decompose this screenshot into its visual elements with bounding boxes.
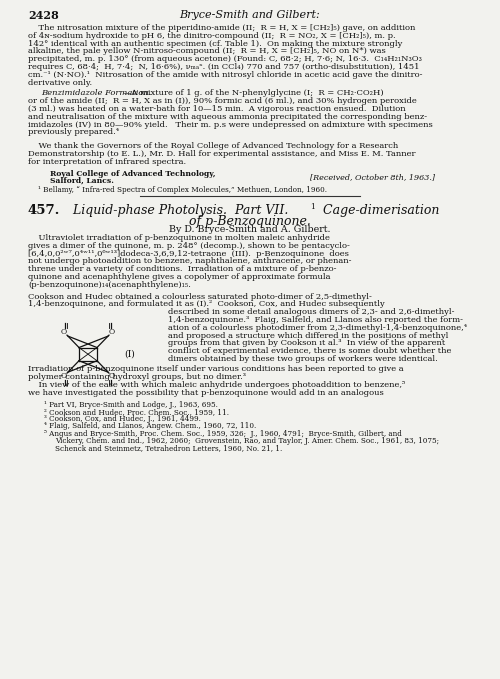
Text: precipitated, m. p. 130° (from aqueous acetone) (Found: C, 68·2; H, 7·6; N, 16·3: precipitated, m. p. 130° (from aqueous a… [28, 55, 422, 63]
Text: 1,4-benzoquinone.³  Flaig, Salfeld, and Llanos also reported the form-: 1,4-benzoquinone.³ Flaig, Salfeld, and L… [168, 316, 463, 324]
Text: O: O [61, 328, 67, 336]
Text: or of the amide (II;  R = H, X as in (I)), 90% formic acid (6 ml.), and 30% hydr: or of the amide (II; R = H, X as in (I))… [28, 97, 417, 105]
Text: O: O [109, 328, 115, 336]
Text: ³ Cookson, Cox, and Hudec, J., 1961, 4499.: ³ Cookson, Cox, and Hudec, J., 1961, 449… [44, 416, 201, 423]
Text: ⁵ Angus and Bryce-Smith, Proc. Chem. Soc., 1959, 326;  J., 1960, 4791;  Bryce-Sm: ⁵ Angus and Bryce-Smith, Proc. Chem. Soc… [44, 430, 402, 438]
Text: Liquid-phase Photolysis.  Part VII.: Liquid-phase Photolysis. Part VII. [65, 204, 288, 217]
Text: By D. Bryce-Smith and A. Gilbert.: By D. Bryce-Smith and A. Gilbert. [169, 225, 331, 234]
Text: In view of the ease with which maleic anhydride undergoes photoaddition to benze: In view of the ease with which maleic an… [28, 382, 405, 389]
Text: quinone and acenaphthylene gives a copolymer of approximate formula: quinone and acenaphthylene gives a copol… [28, 273, 330, 281]
Text: Salford, Lancs.: Salford, Lancs. [50, 177, 114, 184]
Text: [Received, October 8th, 1963.]: [Received, October 8th, 1963.] [310, 172, 435, 181]
Text: previously prepared.⁴: previously prepared.⁴ [28, 128, 119, 136]
Text: 1: 1 [310, 204, 315, 211]
Text: we have investigated the possibility that p-benzoquinone would add in an analogo: we have investigated the possibility tha… [28, 389, 384, 397]
Text: not undergo photoaddition to benzene, naphthalene, anthracene, or phenan-: not undergo photoaddition to benzene, na… [28, 257, 351, 265]
Text: conflict of experimental evidence, there is some doubt whether the: conflict of experimental evidence, there… [168, 347, 452, 355]
Text: ation of a colourless photodimer from 2,3-dimethyl-1,4-benzoquinone,⁴: ation of a colourless photodimer from 2,… [168, 324, 467, 332]
Text: threne under a variety of conditions.  Irradiation of a mixture of p-benzo-: threne under a variety of conditions. Ir… [28, 265, 336, 273]
Text: 457.: 457. [28, 204, 60, 217]
Text: Cookson and Hudec obtained a colourless saturated photo-dimer of 2,5-dimethyl-: Cookson and Hudec obtained a colourless … [28, 293, 372, 301]
Text: Bryce-Smith and Gilbert:: Bryce-Smith and Gilbert: [180, 10, 320, 20]
Text: Schenck and Steinmetz, Tetrahedron Letters, 1960, No. 21, 1.: Schenck and Steinmetz, Tetrahedron Lette… [55, 444, 282, 452]
Text: ¹ Part VI, Bryce-Smith and Lodge, J., 1963, 695.: ¹ Part VI, Bryce-Smith and Lodge, J., 19… [44, 401, 218, 409]
Text: (p-benzoquinone)₁₄(acenaphthylene)₁₅.: (p-benzoquinone)₁₄(acenaphthylene)₁₅. [28, 280, 191, 289]
Text: described in some detail analogous dimers of 2,3- and 2,6-dimethyl-: described in some detail analogous dimer… [168, 308, 454, 316]
Text: 2428: 2428 [28, 10, 59, 21]
Text: Benzimidazole Formation.: Benzimidazole Formation. [41, 90, 152, 97]
Text: groups from that given by Cookson ıt al.³  In view of the apparent: groups from that given by Cookson ıt al.… [168, 340, 445, 348]
Text: gives a dimer of the quinone, m. p. 248° (decomp.), shown to be pentacyclo-: gives a dimer of the quinone, m. p. 248°… [28, 242, 350, 250]
Text: of 4ɴ-sodium hydroxide to pH 6, the dinitro-compound (II;  R = NO₂, X = [CH₂]₅),: of 4ɴ-sodium hydroxide to pH 6, the dini… [28, 32, 396, 40]
Text: 1,4-benzoquinone, and formulated it as (I).²  Cookson, Cox, and Hudec subsequent: 1,4-benzoquinone, and formulated it as (… [28, 300, 385, 308]
Text: —A mixture of 1 g. of the N-phenylglycine (I;  R = CH₂·CO₂H): —A mixture of 1 g. of the N-phenylglycin… [123, 90, 384, 97]
Text: imidazoles (IV) in 80—90% yield.   Their m. p.s were undepressed on admixture wi: imidazoles (IV) in 80—90% yield. Their m… [28, 121, 433, 128]
Text: Royal College of Advanced Technology,: Royal College of Advanced Technology, [50, 170, 215, 178]
Text: dimers obtained by these two groups of workers were identical.: dimers obtained by these two groups of w… [168, 355, 438, 363]
Text: ¹ Bellamy, “ Infra-red Spectra of Complex Molecules,” Methuen, London, 1960.: ¹ Bellamy, “ Infra-red Spectra of Comple… [38, 185, 327, 194]
Text: Cage-dimerisation: Cage-dimerisation [315, 204, 440, 217]
Text: and neutralisation of the mixture with aqueous ammonia precipitated the correspo: and neutralisation of the mixture with a… [28, 113, 427, 121]
Text: ² Cookson and Hudec, Proc. Chem. Soc., 1959, 11.: ² Cookson and Hudec, Proc. Chem. Soc., 1… [44, 408, 229, 416]
Text: (I): (I) [124, 350, 135, 359]
Text: (3 ml.) was heated on a water-bath for 10—15 min.  A vigorous reaction ensued.  : (3 ml.) was heated on a water-bath for 1… [28, 105, 406, 113]
Text: derivative only.: derivative only. [28, 79, 92, 87]
Text: Ultraviolet irradiation of p-benzoquinone in molten maleic anhydride: Ultraviolet irradiation of p-benzoquinon… [28, 234, 330, 242]
Text: We thank the Governors of the Royal College of Advanced Technology for a Researc: We thank the Governors of the Royal Coll… [28, 142, 398, 150]
Text: cm.⁻¹ (N·NO).¹  Nitrosation of the amide with nitrosyl chloride in acetic acid g: cm.⁻¹ (N·NO).¹ Nitrosation of the amide … [28, 71, 422, 79]
Text: 142° identical with an authentic specimen (cf. Table 1).  On making the mixture : 142° identical with an authentic specime… [28, 39, 402, 48]
Text: for interpretation of infrared spectra.: for interpretation of infrared spectra. [28, 158, 186, 166]
Text: polymer containing hydroxyl groups, but no dimer.³: polymer containing hydroxyl groups, but … [28, 373, 246, 380]
Text: Irradiation of p-benzoquinone itself under various conditions has been reported : Irradiation of p-benzoquinone itself und… [28, 365, 404, 373]
Text: Demonstratorship (to E. L.), Mr. D. Hall for experimental assistance, and Miss E: Demonstratorship (to E. L.), Mr. D. Hall… [28, 150, 415, 158]
Text: alkaline, the pale yellow N-nitroso-compound (II;  R = H, X = [CH₂]₅, NO on N*) : alkaline, the pale yellow N-nitroso-comp… [28, 48, 386, 56]
Text: The nitrosation mixture of the piperidino-amide (II;  R = H, X = [CH₂]₅) gave, o: The nitrosation mixture of the piperidin… [28, 24, 415, 32]
Text: [6,4,0,0²ʷ⁷,0⁴ʷ¹¹,0⁶ʷ¹³]dodeca-3,6,9,12-tetraone  (III).  p-Benzoquinone  does: [6,4,0,0²ʷ⁷,0⁴ʷ¹¹,0⁶ʷ¹³]dodeca-3,6,9,12-… [28, 250, 349, 257]
Text: O: O [61, 372, 67, 380]
Text: and proposed a structure which differed in the positions of methyl: and proposed a structure which differed … [168, 331, 448, 340]
Text: O: O [109, 372, 115, 380]
Text: ⁴ Flaig, Salfeld, and Llanos, Angew. Chem., 1960, 72, 110.: ⁴ Flaig, Salfeld, and Llanos, Angew. Che… [44, 422, 256, 430]
Text: Vickery, Chem. and Ind., 1962, 2060;  Grovenstein, Rao, and Taylor, J. Amer. Che: Vickery, Chem. and Ind., 1962, 2060; Gro… [55, 437, 439, 445]
Text: of p-Benzoquinone.: of p-Benzoquinone. [189, 215, 311, 228]
Text: requires C, 68·4;  H, 7·4;  N, 16·6%), νₘₐˣ. (in CCl₄) 770 and 757 (ortho-disubs: requires C, 68·4; H, 7·4; N, 16·6%), νₘₐ… [28, 63, 419, 71]
